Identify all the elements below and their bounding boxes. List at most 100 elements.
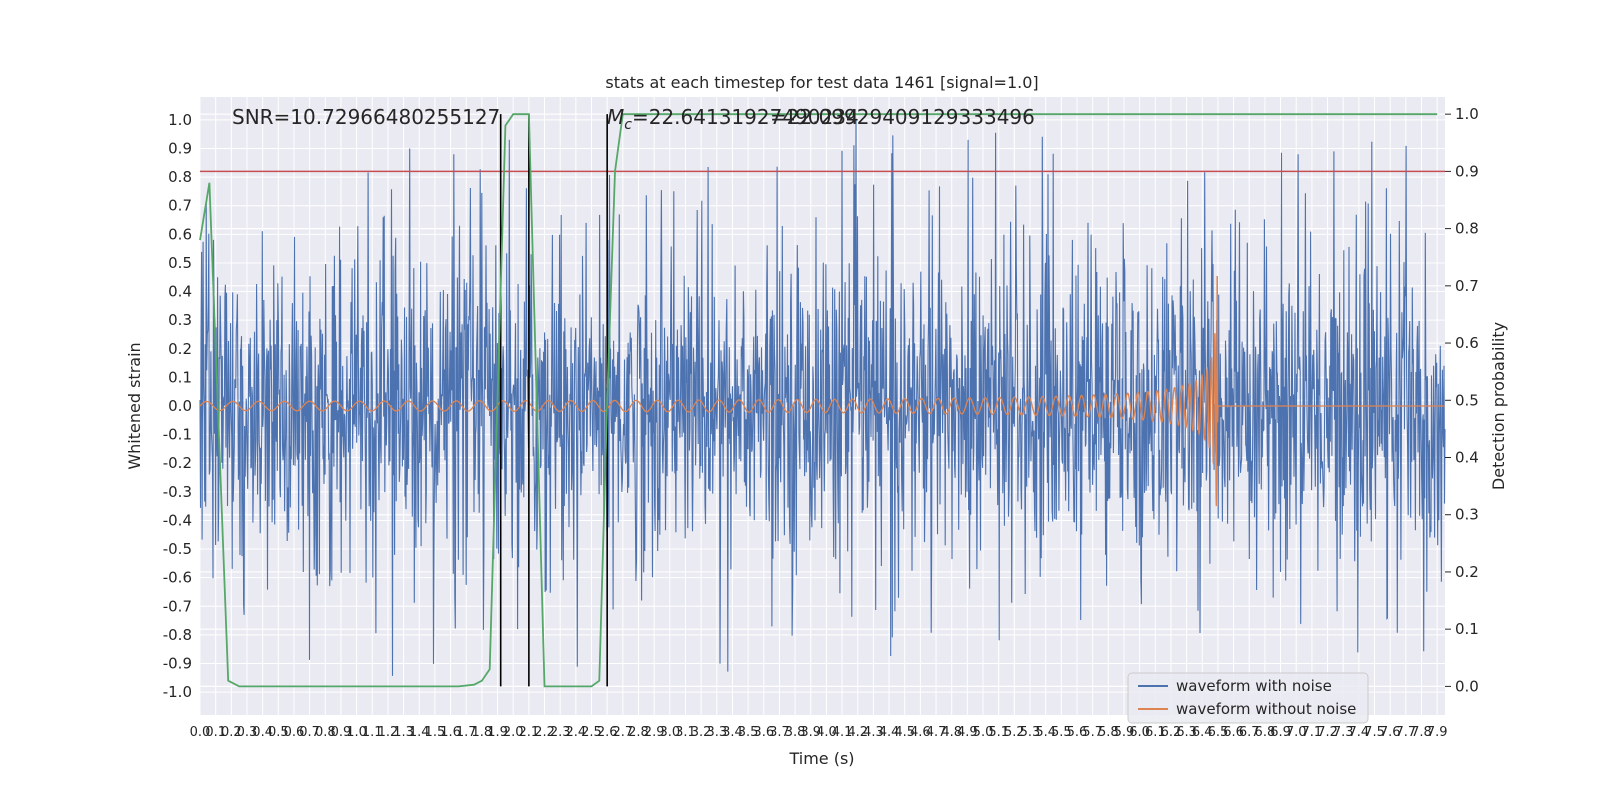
right-y-tick-label: 0.0 bbox=[1455, 677, 1479, 695]
left-y-tick-label: 0.9 bbox=[168, 140, 192, 158]
x-tick-label: 2.4 bbox=[566, 725, 587, 740]
x-tick-label: 1.0 bbox=[346, 725, 367, 740]
chirp-mass-symbol: M bbox=[607, 105, 624, 129]
x-tick-label: 3.8 bbox=[785, 725, 806, 740]
x-tick-label: 0.7 bbox=[299, 725, 320, 740]
x-tick-label: 6.2 bbox=[1161, 725, 1182, 740]
right-y-tick-label: 1.0 bbox=[1455, 105, 1479, 123]
x-tick-label: 6.0 bbox=[1129, 725, 1150, 740]
x-tick-label: 6.5 bbox=[1208, 725, 1229, 740]
x-tick-label: 1.2 bbox=[378, 725, 399, 740]
x-axis-ticks: 0.00.10.20.30.40.50.60.70.80.91.01.11.21… bbox=[190, 725, 1448, 740]
chirp-mass-value-b: =22.09929409129333496 bbox=[770, 105, 1035, 129]
detection-probability-line bbox=[199, 113, 1438, 688]
x-tick-label: 6.6 bbox=[1223, 725, 1244, 740]
left-y-tick-label: 0.2 bbox=[168, 340, 192, 358]
snr-annotation: SNR=10.72966480255127 bbox=[232, 105, 500, 129]
right-y-tick-label: 0.9 bbox=[1455, 162, 1479, 180]
x-tick-label: 4.0 bbox=[816, 725, 837, 740]
right-axis-label: Detection probability bbox=[1489, 322, 1508, 490]
x-tick-label: 7.4 bbox=[1349, 725, 1370, 740]
right-axis-ticks: 1.0 0.9 0.8 0.7 0.6 0.5 0.4 0.3 0.2 0.1 0.0 bbox=[1445, 105, 1479, 695]
right-y-tick-label: 0.2 bbox=[1455, 563, 1479, 581]
x-tick-label: 2.6 bbox=[597, 725, 618, 740]
x-tick-label: 2.9 bbox=[644, 725, 665, 740]
x-tick-label: 3.5 bbox=[738, 725, 759, 740]
x-tick-label: 3.3 bbox=[706, 725, 727, 740]
x-tick-label: 7.1 bbox=[1302, 725, 1323, 740]
x-tick-label: 1.5 bbox=[425, 725, 446, 740]
x-tick-label: 2.0 bbox=[503, 725, 524, 740]
x-tick-label: 3.4 bbox=[722, 725, 743, 740]
left-y-tick-label: -0.8 bbox=[163, 626, 192, 644]
right-y-tick-label: 0.5 bbox=[1455, 391, 1479, 409]
left-y-tick-label: -0.3 bbox=[163, 483, 192, 501]
chart-title: stats at each timestep for test data 146… bbox=[605, 73, 1038, 92]
x-tick-label: 0.3 bbox=[237, 725, 258, 740]
left-y-tick-label: -0.1 bbox=[163, 426, 192, 444]
x-tick-label: 2.7 bbox=[612, 725, 633, 740]
left-y-tick-label: -0.4 bbox=[163, 511, 192, 529]
x-tick-label: 7.7 bbox=[1396, 725, 1417, 740]
clean-waveform-line bbox=[199, 275, 1445, 507]
x-tick-label: 2.2 bbox=[534, 725, 555, 740]
x-tick-label: 5.0 bbox=[973, 725, 994, 740]
noisy-waveform-line bbox=[199, 119, 1446, 676]
x-tick-label: 2.3 bbox=[550, 725, 571, 740]
x-tick-label: 0.0 bbox=[190, 725, 211, 740]
x-tick-label: 7.6 bbox=[1380, 725, 1401, 740]
x-tick-label: 7.0 bbox=[1286, 725, 1307, 740]
left-y-tick-label: 0.5 bbox=[168, 254, 192, 272]
x-tick-label: 3.1 bbox=[675, 725, 696, 740]
x-tick-label: 4.6 bbox=[910, 725, 931, 740]
x-tick-label: 5.4 bbox=[1035, 725, 1056, 740]
left-y-tick-label: 1.0 bbox=[168, 111, 192, 129]
x-tick-label: 7.8 bbox=[1411, 725, 1432, 740]
x-tick-label: 5.2 bbox=[1004, 725, 1025, 740]
noisy-waveform-series bbox=[199, 119, 1446, 676]
legend-label-noise: waveform with noise bbox=[1176, 677, 1332, 695]
right-y-tick-label: 0.4 bbox=[1455, 449, 1479, 467]
x-tick-label: 3.2 bbox=[691, 725, 712, 740]
x-tick-label: 2.5 bbox=[581, 725, 602, 740]
legend-box bbox=[1127, 672, 1369, 724]
left-y-tick-label: -0.7 bbox=[163, 597, 192, 615]
detection-probability-series bbox=[199, 113, 1438, 688]
x-tick-label: 4.7 bbox=[926, 725, 947, 740]
x-tick-label: 4.8 bbox=[941, 725, 962, 740]
left-y-tick-label: 0.4 bbox=[168, 283, 192, 301]
x-tick-label: 3.0 bbox=[659, 725, 680, 740]
right-y-tick-label: 0.8 bbox=[1455, 220, 1479, 238]
x-tick-label: 1.4 bbox=[409, 725, 430, 740]
x-tick-label: 5.8 bbox=[1098, 725, 1119, 740]
x-tick-label: 0.5 bbox=[268, 725, 289, 740]
left-y-tick-label: 0.0 bbox=[168, 397, 192, 415]
left-y-tick-label: 0.3 bbox=[168, 311, 192, 329]
clean-waveform-series bbox=[199, 275, 1445, 507]
chirp-mass-annotation-a: Mc=22.64131927490234 bbox=[607, 105, 859, 133]
x-tick-label: 5.1 bbox=[988, 725, 1009, 740]
x-tick-label: 5.9 bbox=[1114, 725, 1135, 740]
right-y-tick-label: 0.6 bbox=[1455, 334, 1479, 352]
x-tick-label: 7.9 bbox=[1427, 725, 1448, 740]
x-tick-label: 3.7 bbox=[769, 725, 790, 740]
x-tick-label: 5.6 bbox=[1067, 725, 1088, 740]
left-y-tick-label: 0.8 bbox=[168, 168, 192, 186]
x-tick-label: 0.6 bbox=[284, 725, 305, 740]
x-tick-label: 0.9 bbox=[331, 725, 352, 740]
x-tick-label: 7.3 bbox=[1333, 725, 1354, 740]
x-tick-label: 6.3 bbox=[1176, 725, 1197, 740]
x-tick-label: 4.3 bbox=[863, 725, 884, 740]
x-tick-label: 1.6 bbox=[440, 725, 461, 740]
x-tick-label: 1.1 bbox=[362, 725, 383, 740]
x-tick-label: 1.8 bbox=[472, 725, 493, 740]
legend-label-clean: waveform without noise bbox=[1176, 700, 1356, 718]
left-y-tick-label: -0.9 bbox=[163, 655, 192, 673]
x-tick-label: 3.9 bbox=[800, 725, 821, 740]
x-tick-label: 1.9 bbox=[487, 725, 508, 740]
x-tick-label: 6.8 bbox=[1255, 725, 1276, 740]
right-y-tick-label: 0.3 bbox=[1455, 506, 1479, 524]
x-tick-label: 4.4 bbox=[879, 725, 900, 740]
left-y-tick-label: -0.6 bbox=[163, 569, 192, 587]
